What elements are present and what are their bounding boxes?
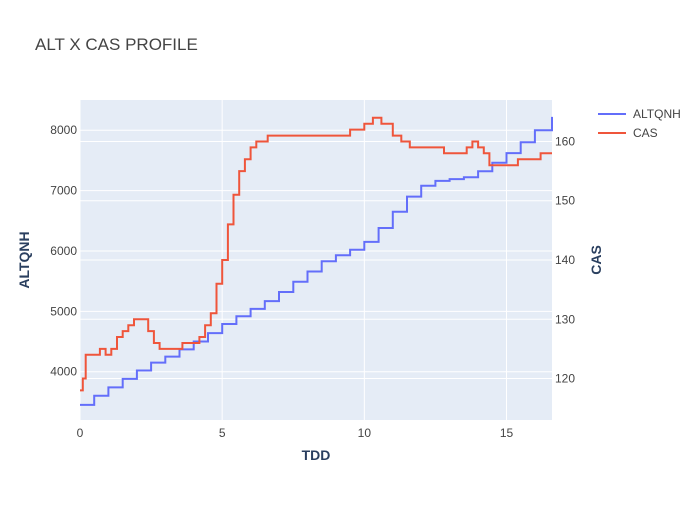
legend[interactable]: ALTQNH CAS (598, 107, 681, 140)
y2-axis-title: CAS (588, 245, 604, 275)
series-lines (80, 116, 553, 406)
y2-tick-label: 120 (555, 372, 575, 386)
legend-label-altqnh: ALTQNH (633, 107, 681, 121)
x-tick-label: 15 (500, 426, 514, 440)
y2-tick-label: 150 (555, 194, 575, 208)
grid-lines (79, 100, 552, 420)
y-tick-label: 4000 (50, 365, 77, 379)
x-tick-label: 5 (219, 426, 226, 440)
y2-tick-label: 130 (555, 312, 575, 326)
series-line-cas (80, 116, 552, 392)
y2-tick-label: 140 (555, 253, 575, 267)
legend-item-altqnh[interactable]: ALTQNH (598, 107, 681, 121)
y-tick-label: 6000 (50, 244, 77, 258)
legend-label-cas: CAS (633, 126, 658, 140)
tick-labels: 0 5 10 15 4000 5000 6000 7000 8000 120 130 140 150 16… (50, 123, 575, 440)
x-axis-title: TDD (302, 447, 331, 463)
series-line-altqnh (80, 116, 553, 406)
y-tick-label: 5000 (50, 304, 77, 318)
chart-title: ALT X CAS PROFILE (35, 35, 198, 54)
x-tick-label: 0 (77, 426, 84, 440)
x-tick-label: 10 (358, 426, 372, 440)
y-tick-label: 8000 (50, 123, 77, 137)
y2-tick-label: 160 (555, 134, 575, 148)
y-axis-title: ALTQNH (16, 231, 32, 288)
y-tick-label: 7000 (50, 184, 77, 198)
legend-item-cas[interactable]: CAS (598, 126, 658, 140)
